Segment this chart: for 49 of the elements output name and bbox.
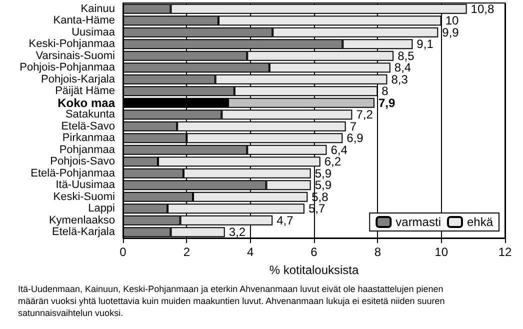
total-label: 5,9 bbox=[314, 178, 332, 192]
y-tick-label: Pohjois-Karjala bbox=[41, 73, 116, 86]
text: Itä-Uudenmaan, Kainuun, Keski-Pohjanmaan ja eterkin Ahvenanmaan luvut eivät ole haastattelujen pienen määrän vuoksi yhtä luotettavia kuin muiden maakuntien luvut. Ahvenanmaan lukuja ei esitetä niiden suuren satunnaisvaihtelun vuoksi. bbox=[18, 284, 448, 318]
y-tick-label: Uusimaa bbox=[72, 26, 116, 38]
total-label: 7,9 bbox=[378, 96, 396, 110]
x-tick-label: 12 bbox=[498, 245, 512, 259]
total-label: 3,2 bbox=[228, 225, 246, 240]
y-tick-label: Kanta-Häme bbox=[53, 14, 115, 27]
y-tick-label: Kainuu bbox=[80, 2, 115, 15]
legend-label: varmasti bbox=[396, 215, 441, 229]
x-tick-label: 0 bbox=[120, 245, 127, 259]
total-label: 9,9 bbox=[442, 25, 460, 40]
total-label: 7 bbox=[350, 119, 357, 134]
total-label: 7,2 bbox=[356, 108, 374, 122]
total-label: 8 bbox=[382, 84, 389, 98]
y-tick-label: Etelä-Karjala bbox=[52, 226, 116, 238]
y-tick-label: Pohjanmaa bbox=[59, 144, 116, 156]
y-tick-label: Pohjois-Pohjanmaa bbox=[20, 62, 116, 74]
y-tick-label: Kymenlaakso bbox=[48, 214, 115, 226]
y-tick-label: Päijät Häme bbox=[55, 85, 115, 98]
total-label: 5,9 bbox=[314, 166, 332, 180]
x-tick-label: 8 bbox=[374, 245, 382, 259]
y-tick-label: Keski-Pohjanmaa bbox=[28, 38, 116, 50]
total-label: 10 bbox=[445, 14, 460, 28]
total-label: 4,7 bbox=[276, 213, 294, 228]
total-label: 6,9 bbox=[346, 131, 364, 146]
total-label: 8,4 bbox=[394, 60, 412, 75]
total-label: 10,8 bbox=[470, 2, 494, 16]
y-tick-label: Pirkanmaa bbox=[62, 132, 116, 144]
total-label: 8,3 bbox=[391, 72, 408, 86]
y-tick-label: Lappi bbox=[88, 202, 115, 215]
x-axis-title: % kotitalouksista bbox=[269, 263, 360, 277]
x-tick-label: 4 bbox=[246, 245, 254, 259]
y-tick-label: Pohjois-Savo bbox=[50, 156, 115, 168]
total-label: 8,5 bbox=[398, 48, 415, 63]
total-label: 6,2 bbox=[324, 154, 342, 169]
legend-label: ehkä bbox=[466, 215, 494, 229]
y-tick-label: Etelä-Savo bbox=[61, 120, 115, 132]
x-tick-label: 10 bbox=[434, 245, 448, 259]
x-tick-label: 6 bbox=[310, 245, 318, 259]
y-tick-label: Varsinais-Suomi bbox=[36, 50, 115, 62]
y-tick-label: Koko maa bbox=[58, 96, 116, 110]
x-tick-label: 2 bbox=[183, 245, 190, 259]
y-tick-label: Satakunta bbox=[65, 108, 116, 121]
total-label: 9,1 bbox=[416, 37, 434, 52]
y-tick-label: Etelä-Pohjanmaa bbox=[30, 167, 116, 180]
y-tick-label: Itä-Uusimaa bbox=[56, 179, 116, 192]
total-label: 6,4 bbox=[330, 142, 348, 157]
y-tick-label: Keski-Suomi bbox=[53, 190, 115, 203]
